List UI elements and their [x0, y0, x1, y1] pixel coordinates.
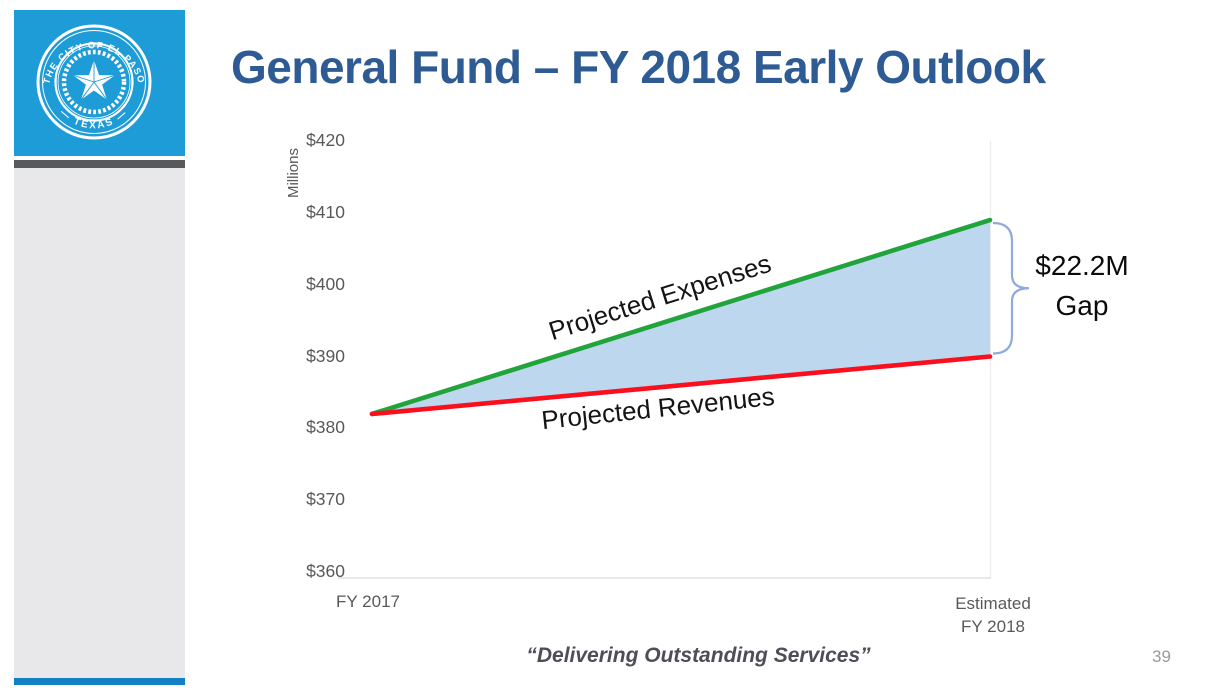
gap-fill-area	[372, 220, 990, 414]
page-title: General Fund – FY 2018 Early Outlook	[231, 41, 1046, 93]
footer-quote: “Delivering Outstanding Services”	[526, 644, 871, 667]
projected-expenses-line	[369, 217, 993, 417]
y-tick-420: $420	[306, 130, 345, 150]
y-tick-370: $370	[306, 489, 345, 510]
y-tick-400: $400	[306, 273, 345, 294]
page-number: 39	[1152, 647, 1171, 666]
texas-star-icon	[72, 60, 116, 101]
y-tick-390: $390	[306, 345, 345, 366]
y-tick-380: $380	[306, 417, 345, 438]
y-tick-360: $360	[306, 561, 345, 581]
sidebar-divider-bar	[14, 160, 185, 168]
projected-expenses-label: Projected Expenses	[545, 247, 775, 347]
sidebar: THE CITY OF EL PASO — TEXAS —	[14, 10, 185, 686]
projected-revenues-label: Projected Revenues	[539, 380, 776, 436]
seal-panel: THE CITY OF EL PASO — TEXAS —	[14, 10, 185, 156]
city-of-el-paso-seal-icon: THE CITY OF EL PASO — TEXAS —	[36, 24, 152, 140]
x-tick-fy2017: FY 2017	[336, 592, 400, 611]
seal-rings	[36, 24, 152, 140]
gap-word: Gap	[1055, 290, 1109, 321]
sidebar-bottom-accent	[14, 678, 185, 685]
x-tick-estimated-fy2018: Estimated FY 2018	[920, 592, 1066, 638]
gap-annotation-label: $22.2M Gap	[1024, 246, 1140, 326]
gap-amount: $22.2M	[1035, 250, 1129, 281]
x-tick-estimated-line2: FY 2018	[961, 617, 1025, 636]
x-tick-estimated-line1: Estimated	[955, 594, 1031, 613]
sidebar-body-panel	[14, 168, 185, 678]
seal-wreath	[61, 49, 127, 115]
y-tick-410: $410	[306, 201, 345, 222]
